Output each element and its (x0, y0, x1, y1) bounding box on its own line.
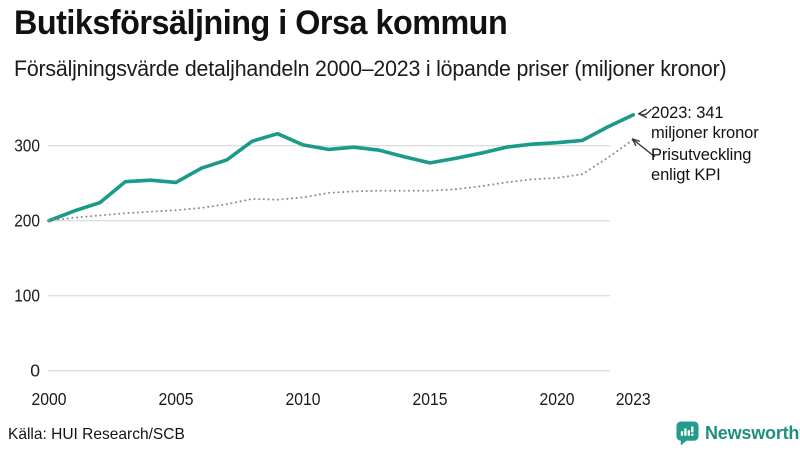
x-axis-label-2020: 2020 (540, 389, 575, 409)
y-axis-label-200: 200 (14, 211, 40, 231)
annotation-line: Prisutveckling (651, 146, 752, 164)
newsworthy-logo: Newsworthy (676, 421, 800, 446)
chart-subtitle: Försäljningsvärde detaljhandeln 2000–202… (14, 56, 727, 81)
annotation-kpi: Prisutveckling enligt KPI (651, 146, 751, 185)
annotation-line: enligt KPI (651, 165, 721, 184)
chart-plot-area: 0 100 200 300 2000 2005 2010 2015 2020 2023 (14, 113, 651, 409)
series-dotted-line (48, 138, 635, 222)
arrow-to-solid-line-head-icon (637, 108, 648, 119)
series-solid-line (47, 113, 636, 223)
chart-title: Butiksförsäljning i Orsa kommun (14, 4, 508, 42)
x-axis-label-2010: 2010 (286, 389, 321, 409)
annotation-line: miljoner kronor (651, 123, 759, 142)
source-note: Källa: HUI Research/SCB (8, 426, 185, 443)
arrow-to-dotted-line-icon (632, 138, 656, 158)
x-axis-label-2023: 2023 (616, 389, 651, 409)
y-axis-label-300: 300 (14, 136, 40, 156)
mini-bar-chart-icon (680, 426, 694, 436)
annotation-2023-value: 2023: 341 miljoner kronor (651, 104, 759, 143)
x-axis-label-2015: 2015 (413, 389, 448, 409)
newsworthy-wordmark: Newsworthy (705, 423, 800, 443)
newsworthy-icon (676, 421, 699, 446)
arrow-to-dotted-line-head-icon (631, 138, 640, 147)
x-axis-label-2005: 2005 (159, 389, 194, 409)
y-axis-label-0: 0 (30, 361, 40, 381)
annotation-arrows (631, 108, 656, 158)
x-axis-label-2000: 2000 (32, 389, 67, 409)
annotation-line: 2023: 341 (651, 104, 724, 122)
y-axis-label-100: 100 (14, 286, 40, 306)
